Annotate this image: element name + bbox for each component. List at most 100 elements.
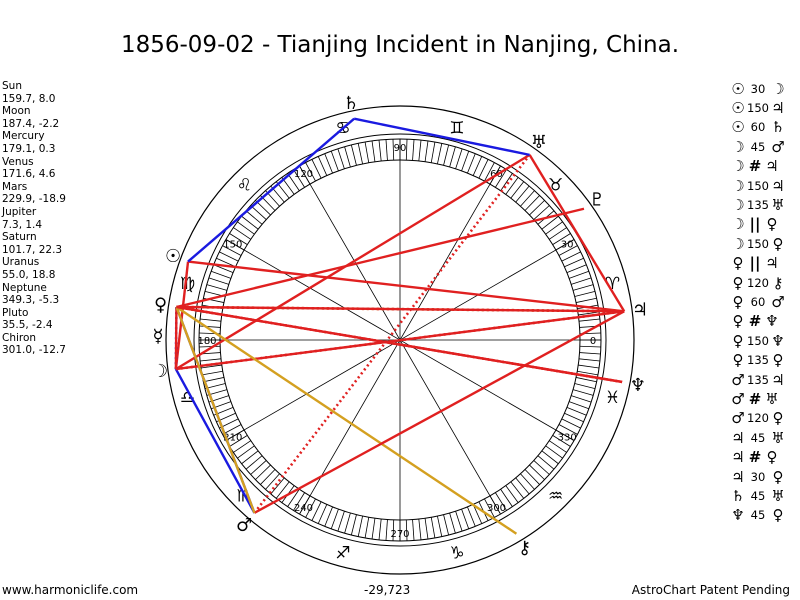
- degree-tick: [287, 489, 300, 507]
- degree-tick: [524, 469, 540, 485]
- planet-position-moon: 187.4, -2.2: [2, 117, 60, 130]
- degree-tick: [566, 407, 587, 416]
- degree-tick: [529, 464, 545, 480]
- planet-position-mars: 229.9, -18.9: [2, 193, 66, 206]
- aspect-type: 150: [747, 236, 769, 251]
- degree-tick: [392, 139, 395, 161]
- aspect-planet-1: ♀: [732, 351, 744, 370]
- website-link[interactable]: www.harmoniclife.com: [2, 583, 139, 597]
- outer-ring: [165, 105, 635, 575]
- aspect-line: [253, 310, 625, 514]
- degree-tick: [505, 485, 519, 503]
- degree-label-0: 0: [590, 336, 596, 347]
- degree-tick: [364, 517, 370, 539]
- degree-tick: [324, 506, 333, 527]
- degree-tick: [437, 143, 443, 165]
- degree-tick: [241, 450, 259, 465]
- degree-tick: [275, 481, 290, 499]
- degree-label-330: 330: [558, 433, 577, 444]
- aspect-planet-1: ♀: [732, 254, 744, 273]
- aspect-planet-1: ♀: [732, 273, 744, 292]
- degree-tick: [579, 345, 601, 348]
- planet-glyph-neptune: ♆: [630, 375, 646, 396]
- degree-tick: [500, 489, 513, 507]
- degree-tick: [200, 358, 222, 362]
- aspect-planet-1: ♂: [731, 370, 745, 389]
- degree-tick: [357, 515, 363, 537]
- aspect-planet-2: ⚷: [772, 273, 784, 292]
- degree-tick: [575, 297, 597, 303]
- degree-tick: [203, 377, 225, 383]
- aspect-planet-2: ♀: [766, 215, 778, 234]
- degree-label-300: 300: [487, 503, 506, 514]
- degree-tick: [578, 364, 600, 369]
- degree-tick: [472, 156, 483, 176]
- aspect-type: 135: [747, 198, 769, 213]
- degree-tick: [566, 264, 587, 273]
- degree-tick: [467, 506, 476, 527]
- degree-tick: [443, 144, 450, 166]
- aspect-row: ♃ 30 ♀: [730, 467, 786, 486]
- aspect-planet-1: ☽: [731, 215, 745, 234]
- planet-name-uranus: Uranus: [2, 256, 40, 269]
- planet-position-list: Sun 159.7, 8.0 Moon 187.4, -2.2 Mercury 179.1…: [2, 80, 66, 357]
- planet-name-pluto: Pluto: [2, 306, 29, 319]
- planet-position-uranus: 55.0, 18.8: [2, 268, 56, 281]
- degree-tick: [385, 139, 388, 161]
- aspect-row: ♆ 45 ♀: [730, 506, 786, 525]
- zodiac-sign-glyph: ♎: [180, 388, 195, 408]
- degree-tick: [564, 257, 584, 268]
- planet-glyph-chiron: ⚷: [518, 537, 531, 558]
- degree-tick: [571, 277, 592, 285]
- aspect-planet-2: ♀: [772, 234, 784, 253]
- degree-tick: [255, 464, 271, 480]
- aspect-planet-2: ♃: [771, 176, 785, 195]
- degree-tick: [524, 195, 540, 211]
- zodiac-sign-glyph: ♊: [449, 118, 464, 138]
- aspect-planet-1: ☽: [731, 234, 745, 253]
- aspect-planet-2: ♆: [765, 312, 779, 331]
- degree-tick: [330, 509, 339, 530]
- aspect-type: 45: [750, 430, 766, 445]
- degree-tick: [443, 514, 450, 536]
- aspect-planet-2: ♂: [771, 137, 785, 156]
- aspect-planet-2: ♄: [771, 118, 785, 137]
- aspect-type: 150: [747, 101, 769, 116]
- aspect-line: [528, 154, 626, 312]
- planet-name-jupiter: Jupiter: [2, 205, 37, 218]
- aspect-type: #: [748, 312, 762, 331]
- degree-tick: [529, 200, 545, 216]
- degree-tick: [199, 345, 221, 348]
- aspect-planet-2: ♀: [772, 467, 784, 486]
- chart-title: 1856-09-02 - Tianjing Incident in Nanjin…: [120, 32, 680, 58]
- degree-tick: [495, 492, 507, 511]
- aspect-planet-1: ♀: [732, 312, 744, 331]
- degree-tick: [287, 173, 300, 191]
- degree-tick: [500, 173, 513, 191]
- planet-position-neptune: 349.3, -5.3: [2, 294, 60, 307]
- zodiac-sign-glyph: ♓: [605, 388, 620, 408]
- degree-tick: [412, 519, 415, 541]
- aspect-planet-1: ♀: [732, 292, 744, 311]
- degree-tick: [571, 395, 592, 403]
- degree-tick: [324, 153, 333, 174]
- planet-glyph-mercury: ☿: [152, 326, 163, 347]
- aspect-planet-1: ☽: [731, 196, 745, 215]
- degree-tick: [515, 477, 530, 495]
- aspect-line: [174, 306, 178, 370]
- planet-glyph-saturn: ♄: [343, 93, 359, 114]
- aspect-line: [353, 117, 530, 157]
- zodiac-sign-glyph: ♍: [180, 274, 195, 294]
- degree-tick: [305, 162, 316, 182]
- aspect-line: [175, 306, 256, 514]
- planet-position-pluto: 35.5, -2.4: [2, 319, 53, 332]
- aspect-planet-2: ♃: [765, 254, 779, 273]
- degree-tick: [418, 140, 422, 162]
- degree-tick: [371, 140, 376, 162]
- planet-name-mercury: Mercury: [2, 130, 45, 143]
- degree-tick: [357, 143, 363, 165]
- degree-label-120: 120: [294, 169, 313, 180]
- degree-tick: [533, 460, 550, 475]
- aspect-row: ♂ 120 ♀: [730, 409, 786, 428]
- degree-tick: [200, 318, 222, 322]
